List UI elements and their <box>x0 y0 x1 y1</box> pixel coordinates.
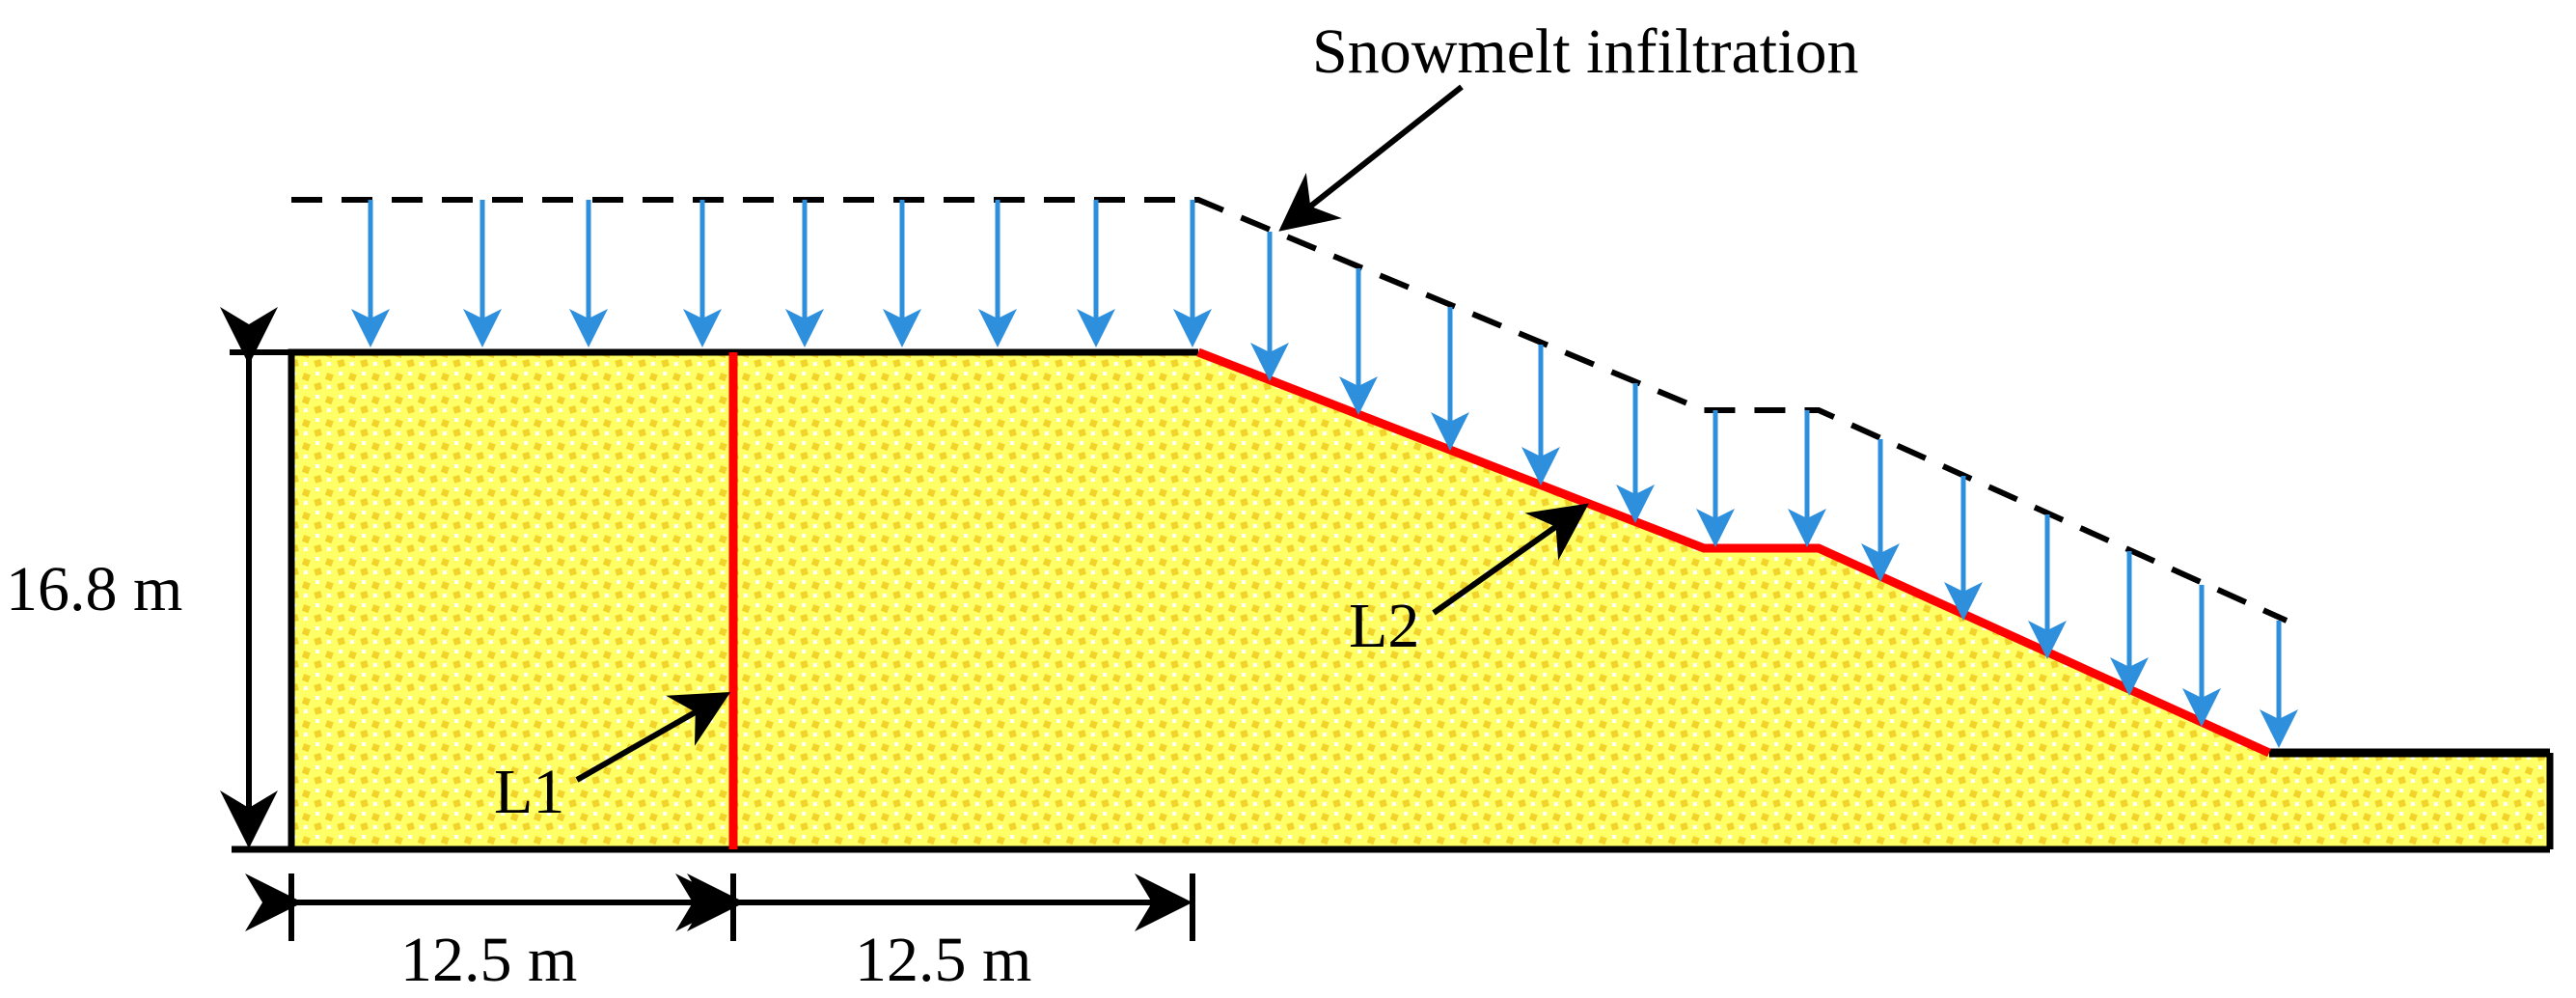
height-label: 16.8 m <box>6 554 182 624</box>
l2-label: L2 <box>1349 591 1419 661</box>
diagram-title: Snowmelt infiltration <box>1312 16 1858 87</box>
soil-body <box>291 352 2550 849</box>
title-pointer-arrow <box>1278 84 1464 232</box>
l2-pointer-arrow <box>1432 503 1589 616</box>
l1-label: L1 <box>494 757 564 827</box>
width-left-label: 12.5 m <box>400 925 577 995</box>
l1-pointer-arrow <box>575 692 731 783</box>
infiltration-arrows <box>351 200 2298 748</box>
infiltration-boundary <box>291 197 2288 624</box>
width-right-label: 12.5 m <box>855 925 1031 995</box>
